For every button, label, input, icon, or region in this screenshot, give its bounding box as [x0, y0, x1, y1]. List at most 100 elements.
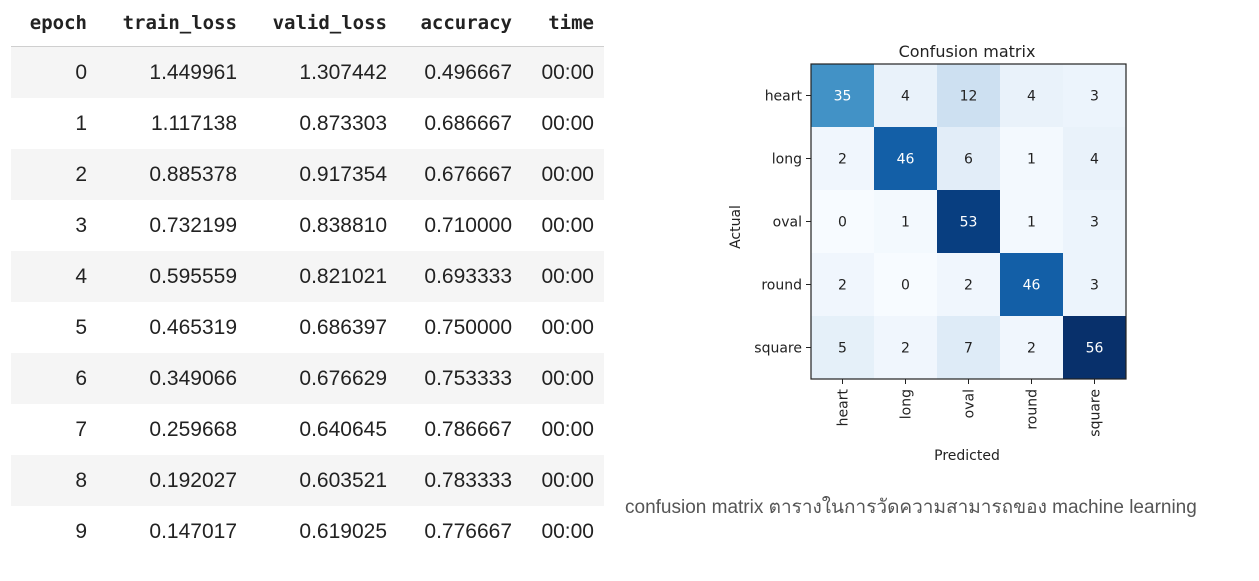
table-cell-epoch: 1 [75, 111, 87, 135]
table-cell-valid-loss: 0.838810 [299, 213, 387, 237]
cell-value-label: 53 [960, 215, 978, 231]
table-cell-valid-loss: 0.619025 [299, 519, 387, 543]
column-header-train-loss: train_loss [97, 0, 247, 47]
table-row: 7 0.259668 0.640645 0.786667 00:00 [11, 404, 604, 455]
heatmap-cell [811, 64, 874, 127]
table-cell-time: 00:00 [522, 251, 604, 302]
table-cell-train-loss: 0.192027 [97, 455, 247, 506]
table-cell-time: 00:00 [541, 519, 594, 543]
heatmap-cell [874, 253, 937, 316]
table-row: 5 0.465319 0.686397 0.750000 00:00 [11, 302, 604, 353]
table-cell-epoch: 3 [75, 213, 87, 237]
table-row: 0 1.449961 1.307442 0.496667 00:00 [11, 46, 604, 98]
table-cell-time: 00:00 [541, 213, 594, 237]
heatmap-cell [811, 253, 874, 316]
heatmap-cell [1000, 127, 1063, 190]
cell-value-label: 2 [964, 278, 973, 294]
confusion-matrix-chart: Confusion matrix 35 4 12 4 32 46 6 1 40 1 53 1 32 0 2 4… [728, 42, 1127, 464]
x-tick-label: round [1025, 389, 1041, 430]
cell-value-label: 0 [901, 278, 910, 294]
y-tick-label: heart [765, 89, 803, 105]
table-cell-time: 00:00 [541, 315, 594, 339]
table-cell-epoch: 9 [75, 519, 87, 543]
table-cell-train-loss: 1.449961 [97, 46, 247, 98]
heatmap-cell [1063, 253, 1126, 316]
cell-value-label: 4 [1090, 152, 1099, 168]
cell-value-label: 12 [960, 89, 978, 105]
heatmap-cell [1063, 127, 1126, 190]
table-cell-accuracy: 0.786667 [424, 417, 512, 441]
table-cell-time: 00:00 [541, 111, 594, 135]
y-tick-label: long [772, 152, 802, 168]
column-header-time: time [522, 0, 604, 47]
cell-value-label: 7 [964, 341, 973, 357]
heatmap-cell [1000, 190, 1063, 253]
table-cell-train-loss: 1.117138 [150, 111, 237, 135]
column-header-epoch: epoch [11, 0, 97, 47]
heatmap-cell [874, 190, 937, 253]
table-cell-epoch: 8 [11, 455, 97, 506]
table-cell-valid-loss: 0.676629 [247, 353, 397, 404]
heatmap-cell [811, 316, 874, 379]
table-cell-train-loss: 0.465319 [149, 315, 237, 339]
table-cell-accuracy: 0.710000 [424, 213, 512, 237]
heatmap-cell [874, 64, 937, 127]
heatmap-cell [937, 316, 1000, 379]
table-cell-epoch: 5 [75, 315, 87, 339]
column-header-accuracy: accuracy [397, 0, 522, 47]
y-tick-label: round [761, 278, 802, 294]
x-tick-label: long [899, 389, 915, 419]
heatmap-cell [811, 127, 874, 190]
heatmap-cell [874, 127, 937, 190]
x-tick-label: square [1088, 389, 1104, 437]
cell-value-label: 3 [1090, 89, 1099, 105]
x-axis-label: Predicted [934, 448, 1000, 464]
table-cell-time: 00:00 [541, 417, 594, 441]
table-cell-valid-loss: 0.821021 [247, 251, 397, 302]
table-cell-time: 00:00 [522, 149, 604, 200]
table-cell-time: 00:00 [522, 353, 604, 404]
table-cell-time: 00:00 [522, 455, 604, 506]
table-cell-epoch: 0 [11, 46, 97, 98]
table-cell-train-loss: 0.732199 [149, 213, 237, 237]
cell-value-label: 3 [1090, 215, 1099, 231]
table-cell-valid-loss: 0.686397 [299, 315, 387, 339]
cell-value-label: 4 [1027, 89, 1036, 105]
table-cell-valid-loss: 1.307442 [247, 46, 397, 98]
cell-value-label: 3 [1090, 278, 1099, 294]
heatmap-cell [1063, 64, 1126, 127]
table-row: 3 0.732199 0.838810 0.710000 00:00 [11, 200, 604, 251]
y-axis-label: Actual [728, 205, 744, 249]
table-cell-epoch: 4 [11, 251, 97, 302]
table-cell-accuracy: 0.753333 [397, 353, 522, 404]
cell-value-label: 2 [901, 341, 910, 357]
chart-title: Confusion matrix [899, 42, 1036, 61]
table-cell-accuracy: 0.686667 [424, 111, 512, 135]
cell-value-label: 46 [1023, 278, 1041, 294]
cell-value-label: 1 [901, 215, 910, 231]
cell-value-label: 6 [964, 152, 973, 168]
cell-value-label: 2 [838, 278, 847, 294]
table-cell-accuracy: 0.496667 [397, 46, 522, 98]
heatmap-cell [1063, 316, 1126, 379]
table-cell-valid-loss: 0.917354 [247, 149, 397, 200]
heatmap-cell [1000, 253, 1063, 316]
table-cell-accuracy: 0.750000 [424, 315, 512, 339]
table-cell-accuracy: 0.783333 [397, 455, 522, 506]
heatmap-cell [1063, 190, 1126, 253]
x-tick-label: oval [962, 389, 978, 418]
table-cell-train-loss: 0.259668 [149, 417, 237, 441]
table-header-row: epoch train_loss valid_loss accuracy time [11, 0, 604, 47]
y-tick-label: oval [773, 215, 802, 231]
cell-value-label: 2 [1027, 341, 1036, 357]
heatmap-cell [811, 190, 874, 253]
heatmap-cell [1000, 64, 1063, 127]
table-row: 4 0.595559 0.821021 0.693333 00:00 [11, 251, 604, 302]
heatmap-cell [1000, 316, 1063, 379]
cell-value-label: 4 [901, 89, 910, 105]
table-cell-train-loss: 0.147017 [149, 519, 237, 543]
heatmap-cell [937, 64, 1000, 127]
table-cell-accuracy: 0.693333 [397, 251, 522, 302]
table-cell-epoch: 2 [11, 149, 97, 200]
